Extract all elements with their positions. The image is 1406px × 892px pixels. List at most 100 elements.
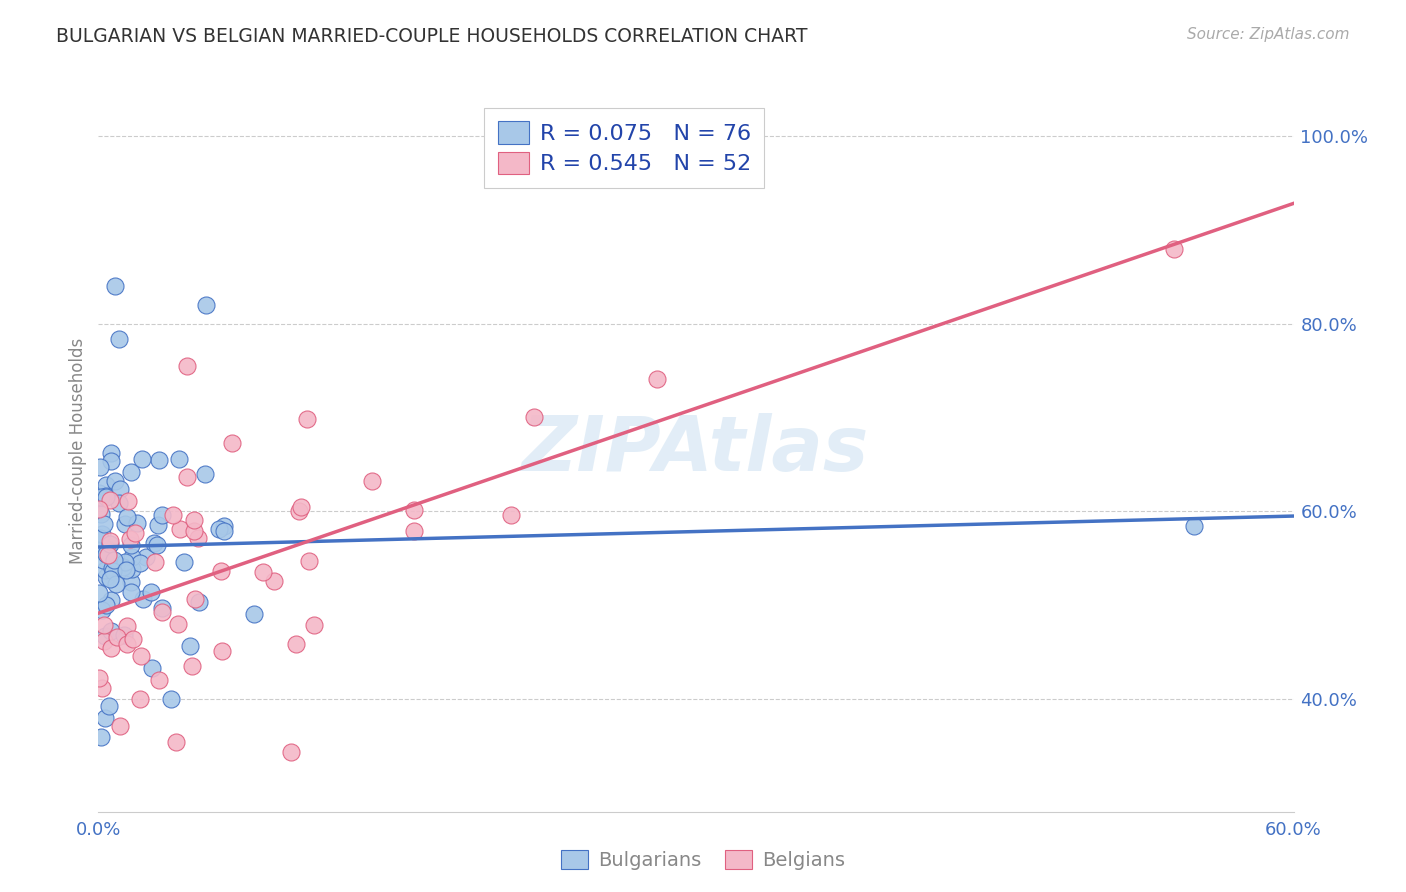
Point [165,735,187,749]
Point [183,524,205,538]
Point [173,555,195,569]
Point [187,531,209,545]
Point [142,536,165,550]
Point [208,522,231,536]
Point [212,519,235,533]
Y-axis label: Married-couple Households: Married-couple Households [69,337,87,564]
Point [114,555,136,569]
Point [159,692,181,706]
Point [101,564,124,578]
Point [302,617,325,632]
Point [100,453,122,467]
Point [115,509,138,524]
Point [93,711,115,725]
Point [148,673,170,687]
Point [94,548,117,562]
Point [120,585,142,599]
Point [110,482,132,496]
Point [221,436,243,450]
Point [103,553,125,567]
Point [145,538,167,552]
Point [117,493,139,508]
Point [93,541,115,555]
Point [94,563,117,577]
Point [121,550,143,565]
Point [104,279,127,293]
Point [150,605,173,619]
Point [104,474,127,488]
Point [98,572,121,586]
Point [101,561,124,575]
Point [89,671,111,685]
Point [98,537,121,551]
Point [1182,518,1205,533]
Point [404,524,426,538]
Point [94,489,117,503]
Point [188,595,211,609]
Point [131,592,153,607]
Point [89,491,111,506]
Point [179,640,201,654]
Point [211,644,233,658]
Point [107,332,129,346]
Point [120,532,142,546]
Point [169,522,191,536]
Point [90,730,112,744]
Legend: Bulgarians, Belgians: Bulgarians, Belgians [554,842,852,878]
Point [94,478,117,492]
Point [89,502,111,516]
Point [120,466,142,480]
Point [89,459,111,474]
Point [141,660,163,674]
Point [128,692,150,706]
Point [150,508,173,523]
Point [100,446,122,460]
Point [295,412,318,426]
Point [243,607,266,622]
Text: BULGARIAN VS BELGIAN MARRIED-COUPLE HOUSEHOLDS CORRELATION CHART: BULGARIAN VS BELGIAN MARRIED-COUPLE HOUS… [56,27,807,45]
Point [120,538,142,552]
Point [183,513,205,527]
Point [284,637,307,651]
Point [252,565,274,579]
Point [91,526,114,541]
Point [91,553,114,567]
Point [100,624,122,638]
Point [195,298,218,312]
Point [90,507,112,521]
Point [108,496,131,510]
Point [105,577,128,591]
Point [115,563,138,577]
Point [167,451,190,466]
Point [91,681,114,696]
Point [96,570,118,584]
Legend: R = 0.075   N = 76, R = 0.545   N = 52: R = 0.075 N = 76, R = 0.545 N = 52 [484,108,765,187]
Point [124,526,146,541]
Point [90,491,112,505]
Point [93,634,115,648]
Point [115,637,138,651]
Point [143,555,166,569]
Point [90,603,112,617]
Point [523,409,546,424]
Point [93,629,115,643]
Point [298,554,321,568]
Point [93,618,115,632]
Point [645,372,668,386]
Point [146,518,169,533]
Point [111,559,134,574]
Text: Source: ZipAtlas.com: Source: ZipAtlas.com [1187,27,1350,42]
Point [280,745,302,759]
Point [135,549,157,564]
Point [97,548,120,562]
Point [152,600,174,615]
Point [176,470,198,484]
Point [115,619,138,633]
Point [98,533,121,548]
Point [100,492,122,507]
Text: ZIPAtlas: ZIPAtlas [522,414,870,487]
Point [105,630,128,644]
Point [194,467,217,481]
Point [499,508,522,523]
Point [93,516,115,531]
